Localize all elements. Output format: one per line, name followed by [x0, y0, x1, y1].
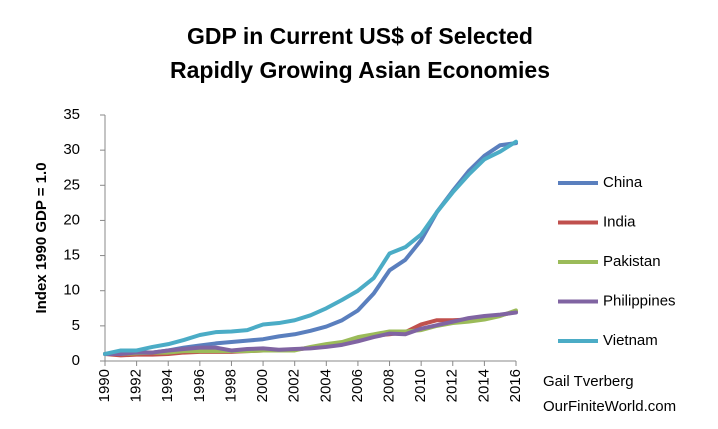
x-tick-label: 2006 [349, 369, 366, 402]
y-tick-label: 30 [63, 141, 80, 158]
annotation: OurFiniteWorld.com [543, 398, 676, 415]
y-tick-label: 20 [63, 211, 80, 228]
y-axis-label: Index 1990 GDP = 1.0 [33, 162, 50, 313]
x-tick-label: 1996 [191, 369, 208, 402]
legend-label: India [603, 213, 636, 230]
annotation: Gail Tverberg [543, 373, 634, 390]
x-tick-label: 2002 [286, 369, 303, 402]
y-tick-label: 15 [63, 247, 80, 264]
legend-label: Vietnam [603, 332, 658, 349]
chart-title: GDP in Current US$ of Selected [187, 23, 533, 49]
legend-label: China [603, 174, 643, 191]
x-tick-label: 1990 [96, 369, 113, 402]
x-tick-label: 1998 [222, 369, 239, 402]
x-tick-label: 1994 [159, 369, 176, 402]
y-tick-label: 5 [72, 317, 80, 334]
x-tick-label: 2000 [254, 369, 271, 402]
line [103, 310, 518, 356]
y-tick-label: 10 [63, 282, 80, 299]
y-tick-label: 25 [63, 176, 80, 193]
x-tick-label: 1992 [128, 369, 145, 402]
x-tick-label: 2010 [412, 369, 429, 402]
x-tick-label: 2016 [507, 369, 524, 402]
x-tick-label: 2004 [317, 369, 334, 402]
chart-title: Rapidly Growing Asian Economies [170, 57, 550, 83]
y-tick-label: 0 [72, 352, 80, 369]
x-tick-label: 2014 [475, 369, 492, 402]
x-tick-label: 2008 [381, 369, 398, 402]
line [103, 139, 518, 356]
legend-label: Philippines [603, 292, 676, 309]
legend-label: Pakistan [603, 253, 661, 270]
y-tick-label: 35 [63, 106, 80, 123]
x-tick-label: 2012 [444, 369, 461, 402]
